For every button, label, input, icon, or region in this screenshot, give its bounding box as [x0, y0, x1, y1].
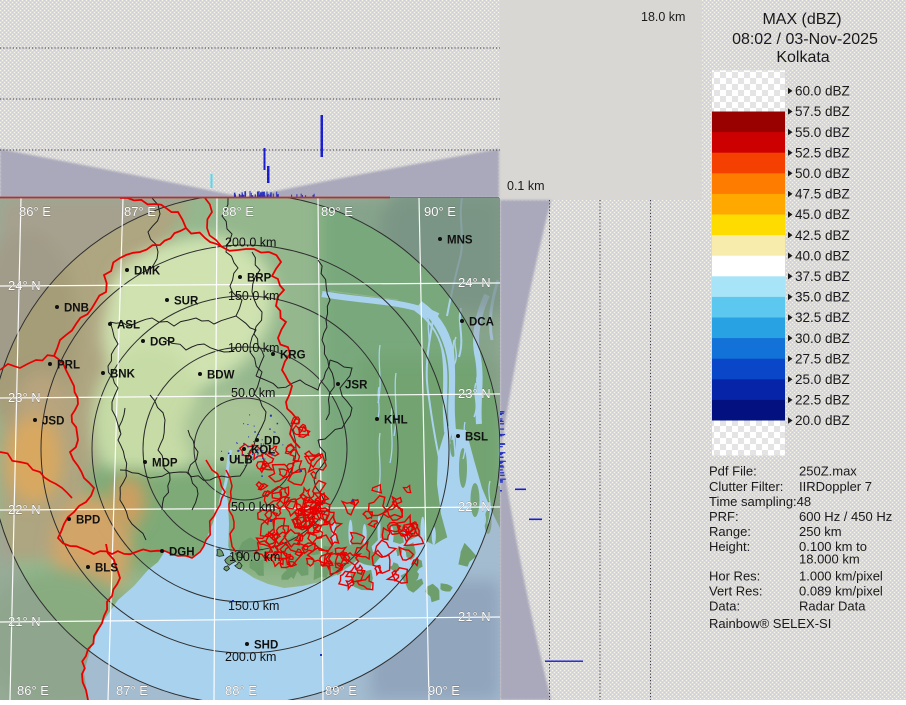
- svg-text:DGP: DGP: [150, 337, 175, 349]
- svg-text:23° N: 23° N: [8, 390, 41, 405]
- svg-text:Kolkata: Kolkata: [776, 49, 829, 66]
- svg-text:50.0 dBZ: 50.0 dBZ: [795, 166, 850, 181]
- svg-text:23° N: 23° N: [458, 386, 491, 401]
- svg-text:KOL: KOL: [251, 445, 275, 457]
- svg-text:25.0 dBZ: 25.0 dBZ: [795, 372, 850, 387]
- svg-text:BLS: BLS: [95, 563, 118, 575]
- svg-text:32.5 dBZ: 32.5 dBZ: [795, 310, 850, 325]
- svg-text:Rainbow® SELEX-SI: Rainbow® SELEX-SI: [709, 616, 831, 631]
- svg-text:42.5 dBZ: 42.5 dBZ: [795, 228, 850, 243]
- svg-text:60.0 dBZ: 60.0 dBZ: [795, 84, 850, 99]
- svg-text:87° E: 87° E: [124, 204, 156, 219]
- svg-text:DMK: DMK: [134, 266, 161, 278]
- svg-text:45.0 dBZ: 45.0 dBZ: [795, 207, 850, 222]
- svg-text:DNB: DNB: [64, 303, 89, 315]
- svg-text:24° N: 24° N: [8, 278, 41, 293]
- svg-text:ULB: ULB: [229, 455, 253, 467]
- svg-text:22° N: 22° N: [458, 499, 491, 514]
- svg-text:PRL: PRL: [57, 360, 80, 372]
- svg-text:KRG: KRG: [280, 350, 306, 362]
- svg-text:21° N: 21° N: [8, 614, 41, 629]
- svg-text:21° N: 21° N: [458, 609, 491, 624]
- svg-text:Range:: Range:: [709, 524, 751, 539]
- svg-text:18.000 km: 18.000 km: [799, 552, 860, 567]
- svg-text:BPD: BPD: [76, 515, 100, 527]
- svg-text:SUR: SUR: [174, 296, 199, 308]
- svg-text:JSR: JSR: [345, 380, 368, 392]
- svg-text:DD: DD: [264, 436, 281, 448]
- svg-text:22° N: 22° N: [8, 502, 41, 517]
- svg-text:89° E: 89° E: [325, 683, 357, 698]
- svg-text:PRF:: PRF:: [709, 509, 739, 524]
- svg-text:0.1 km: 0.1 km: [507, 179, 545, 193]
- svg-text:27.5 dBZ: 27.5 dBZ: [795, 351, 850, 366]
- svg-text:MAX (dBZ): MAX (dBZ): [762, 11, 841, 28]
- svg-text:30.0 dBZ: 30.0 dBZ: [795, 331, 850, 346]
- svg-text:88° E: 88° E: [222, 204, 254, 219]
- svg-text:BDW: BDW: [207, 370, 235, 382]
- svg-text:40.0 dBZ: 40.0 dBZ: [795, 248, 850, 263]
- svg-text:50.0 km: 50.0 km: [231, 500, 275, 514]
- svg-text:ASL: ASL: [117, 320, 140, 332]
- svg-text:100.0 km: 100.0 km: [229, 550, 280, 564]
- svg-text:0.089 km/pixel: 0.089 km/pixel: [799, 584, 883, 599]
- svg-text:35.0 dBZ: 35.0 dBZ: [795, 290, 850, 305]
- svg-text:150.0 km: 150.0 km: [228, 289, 279, 303]
- svg-text:86° E: 86° E: [17, 683, 49, 698]
- svg-text:DGH: DGH: [169, 547, 195, 559]
- svg-text:90° E: 90° E: [424, 204, 456, 219]
- svg-text:Hor Res:: Hor Res:: [709, 569, 760, 584]
- svg-text:1.000 km/pixel: 1.000 km/pixel: [799, 569, 883, 584]
- svg-text:MDP: MDP: [152, 458, 178, 470]
- svg-text:250Z.max: 250Z.max: [799, 464, 857, 479]
- svg-text:20.0 dBZ: 20.0 dBZ: [795, 413, 850, 428]
- svg-text:Radar Data: Radar Data: [799, 599, 866, 614]
- svg-text:BRP: BRP: [247, 273, 272, 285]
- svg-text:KHL: KHL: [384, 415, 408, 427]
- svg-text:Height:: Height:: [709, 539, 750, 554]
- svg-text:57.5 dBZ: 57.5 dBZ: [795, 104, 850, 119]
- svg-text:Data:: Data:: [709, 599, 740, 614]
- svg-text:0.100 km to: 0.100 km to: [799, 539, 867, 554]
- svg-text:BSL: BSL: [465, 432, 488, 444]
- svg-text:24° N: 24° N: [458, 275, 491, 290]
- svg-text:250 km: 250 km: [799, 524, 842, 539]
- svg-text:MNS: MNS: [447, 235, 473, 247]
- svg-text:DCA: DCA: [469, 317, 494, 329]
- svg-text:600 Hz / 450 Hz: 600 Hz / 450 Hz: [799, 509, 892, 524]
- svg-text:87° E: 87° E: [116, 683, 148, 698]
- svg-text:SHD: SHD: [254, 640, 278, 652]
- svg-text:55.0 dBZ: 55.0 dBZ: [795, 125, 850, 140]
- svg-text:JSD: JSD: [42, 416, 64, 428]
- svg-text:200.0 km: 200.0 km: [225, 236, 276, 250]
- svg-text:200.0 km: 200.0 km: [225, 650, 276, 664]
- svg-text:BNK: BNK: [110, 369, 136, 381]
- svg-text:Clutter Filter:: Clutter Filter:: [709, 479, 783, 494]
- svg-text:Vert Res:: Vert Res:: [709, 584, 762, 599]
- svg-text:90° E: 90° E: [428, 683, 460, 698]
- svg-text:86° E: 86° E: [19, 204, 51, 219]
- svg-text:18.0 km: 18.0 km: [641, 10, 685, 24]
- svg-text:100.0 km: 100.0 km: [228, 341, 279, 355]
- svg-text:22.5 dBZ: 22.5 dBZ: [795, 393, 850, 408]
- svg-text:47.5 dBZ: 47.5 dBZ: [795, 187, 850, 202]
- svg-text:150.0 km: 150.0 km: [228, 599, 279, 613]
- svg-text:IIRDoppler 7: IIRDoppler 7: [799, 479, 872, 494]
- svg-text:37.5 dBZ: 37.5 dBZ: [795, 269, 850, 284]
- svg-text:89° E: 89° E: [321, 204, 353, 219]
- svg-text:50.0 km: 50.0 km: [231, 386, 275, 400]
- svg-text:08:02 / 03-Nov-2025: 08:02 / 03-Nov-2025: [732, 31, 878, 48]
- svg-text:52.5 dBZ: 52.5 dBZ: [795, 145, 850, 160]
- svg-text:88° E: 88° E: [225, 683, 257, 698]
- svg-text:Time sampling:48: Time sampling:48: [709, 494, 811, 509]
- svg-text:Pdf File:: Pdf File:: [709, 464, 757, 479]
